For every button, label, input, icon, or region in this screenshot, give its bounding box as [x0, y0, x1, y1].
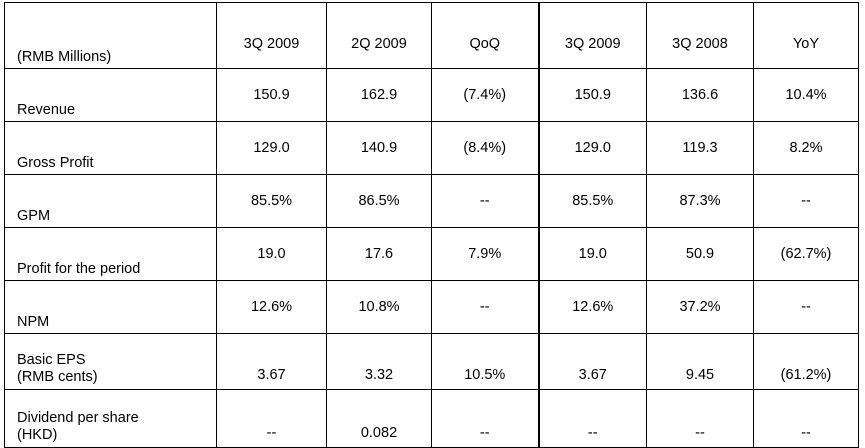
- table-row-gross-profit: Gross Profit 129.0 140.9 (8.4%) 129.0 11…: [4, 121, 859, 175]
- table-row-dividend-per-share: Dividend per share (HKD) -- 0.082 -- -- …: [4, 389, 859, 448]
- row-label-line: Basic EPS: [17, 352, 86, 368]
- cell: --: [431, 280, 540, 334]
- cell: 150.9: [538, 68, 647, 122]
- cell: 3.67: [216, 333, 327, 390]
- cell: 85.5%: [538, 174, 647, 228]
- row-label: Profit for the period: [4, 227, 217, 281]
- cell: 10.4%: [753, 68, 859, 122]
- table-row-npm: NPM 12.6% 10.8% -- 12.6% 37.2% --: [4, 280, 859, 334]
- cell: 140.9: [326, 121, 432, 175]
- row-label: Gross Profit: [4, 121, 217, 175]
- cell: 17.6: [326, 227, 432, 281]
- cell: 85.5%: [216, 174, 327, 228]
- cell: --: [431, 174, 540, 228]
- cell: 162.9: [326, 68, 432, 122]
- cell: (61.2%): [753, 333, 859, 390]
- cell: --: [538, 389, 647, 448]
- cell: 129.0: [216, 121, 327, 175]
- table-row-revenue: Revenue 150.9 162.9 (7.4%) 150.9 136.6 1…: [4, 68, 859, 122]
- cell: 19.0: [216, 227, 327, 281]
- table-row-profit-for-period: Profit for the period 19.0 17.6 7.9% 19.…: [4, 227, 859, 281]
- cell: 50.9: [646, 227, 754, 281]
- table-header-row: (RMB Millions) 3Q 2009 2Q 2009 QoQ 3Q 20…: [4, 2, 859, 69]
- cell: 0.082: [326, 389, 432, 448]
- row-label-line: (RMB cents): [17, 369, 98, 385]
- cell: --: [216, 389, 327, 448]
- cell: 136.6: [646, 68, 754, 122]
- header-3q2008: 3Q 2008: [646, 2, 754, 69]
- row-label: NPM: [4, 280, 217, 334]
- cell: 10.8%: [326, 280, 432, 334]
- row-label-line: Dividend per share: [17, 410, 139, 426]
- header-qoq: QoQ: [431, 2, 540, 69]
- cell: 10.5%: [431, 333, 540, 390]
- cell: 8.2%: [753, 121, 859, 175]
- cell: 9.45: [646, 333, 754, 390]
- cell: 19.0: [538, 227, 647, 281]
- header-unit-label: (RMB Millions): [4, 2, 217, 69]
- cell: 12.6%: [538, 280, 647, 334]
- cell: 3.32: [326, 333, 432, 390]
- cell: (8.4%): [431, 121, 540, 175]
- row-label-line: (HKD): [17, 427, 58, 443]
- cell: 150.9: [216, 68, 327, 122]
- cell: 3.67: [538, 333, 647, 390]
- cell: --: [753, 174, 859, 228]
- cell: 87.3%: [646, 174, 754, 228]
- header-yoy: YoY: [753, 2, 859, 69]
- cell: (62.7%): [753, 227, 859, 281]
- table-row-gpm: GPM 85.5% 86.5% -- 85.5% 87.3% --: [4, 174, 859, 228]
- cell: 86.5%: [326, 174, 432, 228]
- cell: 37.2%: [646, 280, 754, 334]
- header-2q2009: 2Q 2009: [326, 2, 432, 69]
- cell: 7.9%: [431, 227, 540, 281]
- row-label: Dividend per share (HKD): [4, 389, 217, 448]
- table-row-basic-eps: Basic EPS (RMB cents) 3.67 3.32 10.5% 3.…: [4, 333, 859, 390]
- cell: 119.3: [646, 121, 754, 175]
- cell: --: [431, 389, 540, 448]
- row-label: Basic EPS (RMB cents): [4, 333, 217, 390]
- cell: --: [646, 389, 754, 448]
- row-label: GPM: [4, 174, 217, 228]
- header-3q2009-b: 3Q 2009: [538, 2, 647, 69]
- cell: --: [753, 280, 859, 334]
- cell: --: [753, 389, 859, 448]
- cell: 12.6%: [216, 280, 327, 334]
- financial-summary-table: (RMB Millions) 3Q 2009 2Q 2009 QoQ 3Q 20…: [4, 2, 859, 448]
- header-3q2009-a: 3Q 2009: [216, 2, 327, 69]
- cell: 129.0: [538, 121, 647, 175]
- row-label: Revenue: [4, 68, 217, 122]
- cell: (7.4%): [431, 68, 540, 122]
